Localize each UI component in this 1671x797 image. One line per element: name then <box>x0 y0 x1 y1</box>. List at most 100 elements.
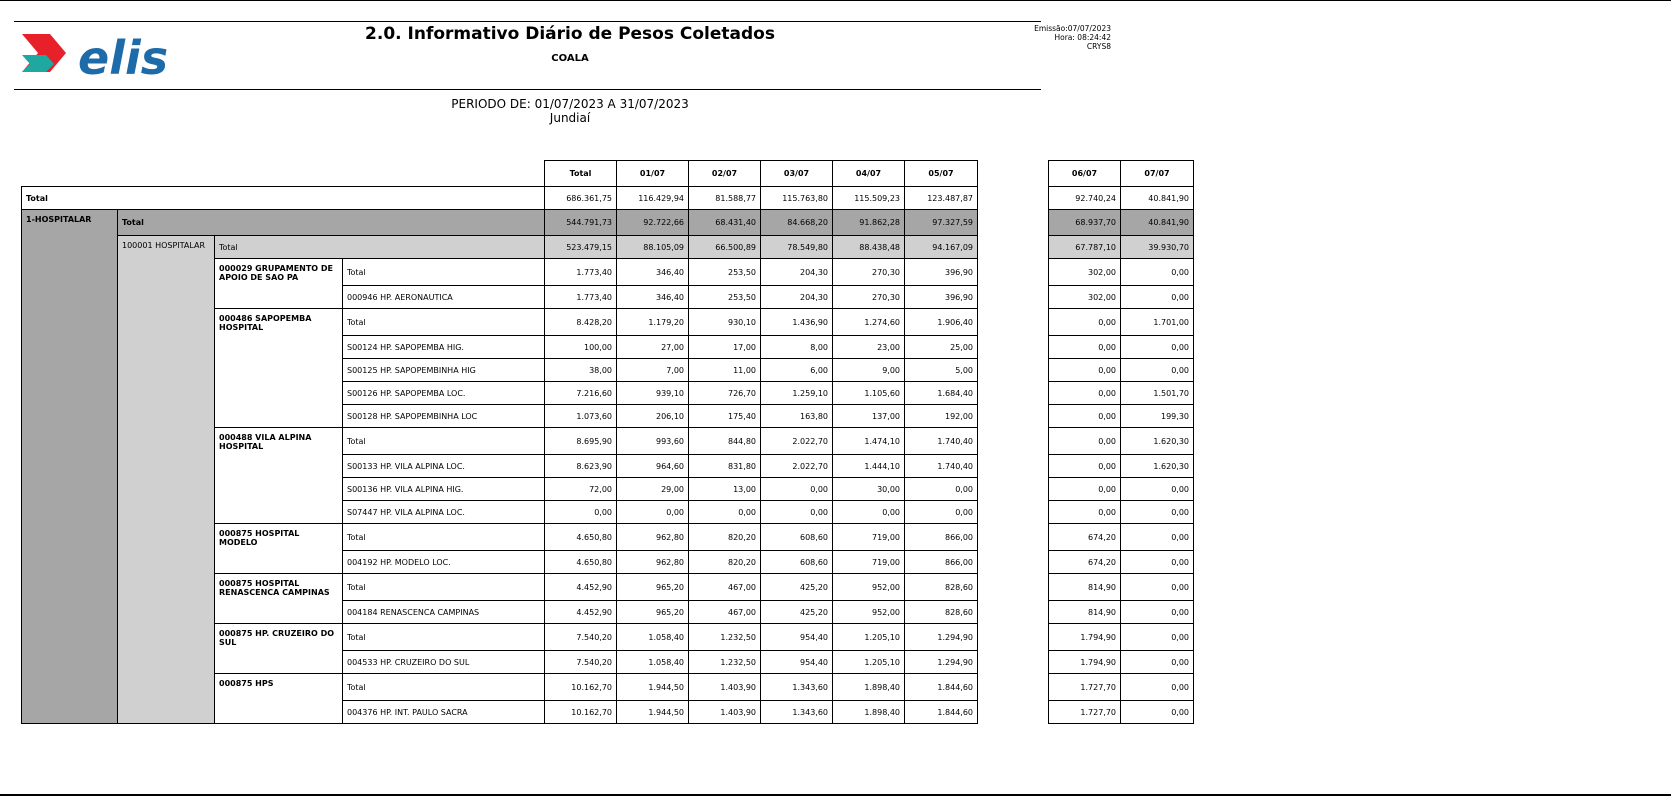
client-total-row: 302,00 0,00 <box>1048 258 1194 286</box>
client-total-row: 0,00 1.701,00 <box>1048 308 1194 336</box>
top-rule <box>0 0 1671 1</box>
client-detail-row: 814,90 0,00 <box>1048 600 1194 624</box>
group-total-row: 100001 HOSPITALAR Total 523.479,15 88.105,0… <box>22 235 978 724</box>
value-cell: 81.588,77 <box>688 186 761 210</box>
value-cell: 4.650,80 <box>544 523 617 551</box>
client-label: 000875 HOSPITAL MODELO <box>214 523 343 574</box>
elis-logo-icon: elis <box>22 31 168 85</box>
value-cell: 66.500,89 <box>688 235 761 259</box>
value-cell: 1.906,40 <box>904 308 978 336</box>
value-cell: 993,60 <box>616 427 689 455</box>
value-cell: 115.509,23 <box>832 186 905 210</box>
client-detail-row: 0,00 199,30 <box>1048 404 1194 428</box>
segment-label: 1-HOSPITALAR <box>21 209 118 724</box>
value-cell: 0,00 <box>1120 573 1194 601</box>
client-detail-row: 0,00 0,00 <box>1048 358 1194 382</box>
value-cell: 0,00 <box>688 500 761 524</box>
value-cell: 1.773,40 <box>544 258 617 286</box>
value-cell: 544.791,73 <box>544 209 617 236</box>
value-cell: 1.444,10 <box>832 454 905 478</box>
value-cell: 204,30 <box>760 285 833 309</box>
value-cell: 92.722,66 <box>616 209 689 236</box>
value-cell: 0,00 <box>1048 500 1121 524</box>
value-cell: 0,00 <box>544 500 617 524</box>
site-label: S07447 HP. VILA ALPINA LOC. <box>342 500 545 524</box>
value-cell: 1.501,70 <box>1120 381 1194 405</box>
value-cell: 1.740,40 <box>904 427 978 455</box>
emission-hour: Hora: 08:24:42 <box>1054 33 1111 42</box>
value-cell: 952,00 <box>832 573 905 601</box>
site-label: S00124 HP. SAPOPEMBA HIG. <box>342 335 545 359</box>
value-cell: 1.898,40 <box>832 700 905 724</box>
client-detail-row: 1.794,90 0,00 <box>1048 650 1194 674</box>
site-label: S00126 HP. SAPOPEMBA LOC. <box>342 381 545 405</box>
group-total-label: Total <box>214 235 545 259</box>
value-cell: 1.403,90 <box>688 700 761 724</box>
segment-total-row: 1-HOSPITALAR Total 544.791,73 92.722,66 68.4… <box>21 209 978 724</box>
value-cell: 954,40 <box>760 650 833 674</box>
column-header: 02/07 <box>688 160 761 187</box>
value-cell: 78.549,80 <box>760 235 833 259</box>
client-total-label: Total <box>342 258 545 286</box>
header-bottom-rule <box>14 89 1041 90</box>
header-row: Total 01/07 02/07 03/07 04/07 05/07 <box>22 160 978 187</box>
client-detail-row: S00125 HP. SAPOPEMBINHA HIG 38,00 7,00 11,0… <box>22 358 978 382</box>
site-label: 004192 HP. MODELO LOC. <box>342 550 545 574</box>
value-cell: 1.620,30 <box>1120 427 1194 455</box>
value-cell: 1.259,10 <box>760 381 833 405</box>
client-detail-row: 004533 HP. CRUZEIRO DO SUL 7.540,20 1.058,… <box>22 650 978 674</box>
value-cell: 1.073,60 <box>544 404 617 428</box>
value-cell: 206,10 <box>616 404 689 428</box>
value-cell: 116.429,94 <box>616 186 689 210</box>
value-cell: 40.841,90 <box>1120 209 1194 236</box>
value-cell: 608,60 <box>760 550 833 574</box>
value-cell: 25,00 <box>904 335 978 359</box>
value-cell: 7,00 <box>616 358 689 382</box>
client-label: 000875 HP. CRUZEIRO DO SUL <box>214 623 343 674</box>
client-total-row: 814,90 0,00 <box>1048 573 1194 601</box>
value-cell: 253,50 <box>688 258 761 286</box>
value-cell: 72,00 <box>544 477 617 501</box>
value-cell: 1.844,60 <box>904 673 978 701</box>
value-cell: 608,60 <box>760 523 833 551</box>
column-header: 05/07 <box>904 160 978 187</box>
value-cell: 0,00 <box>1120 523 1194 551</box>
period-range: PERIODO DE: 01/07/2023 A 31/07/2023 <box>451 97 689 111</box>
logo-wordmark: elis <box>78 31 168 84</box>
main-table: Total 01/07 02/07 03/07 04/07 05/07 Total 686.3… <box>21 160 978 724</box>
value-cell: 1.274,60 <box>832 308 905 336</box>
value-cell: 1.727,70 <box>1048 673 1121 701</box>
segment-total-row: 68.937,70 40.841,90 <box>1048 209 1194 236</box>
value-cell: 1.740,40 <box>904 454 978 478</box>
value-cell: 866,00 <box>904 523 978 551</box>
client-total-row: 000029 GRUPAMENTO DE APOIO DE SAO PA Tota… <box>22 258 978 309</box>
client-total-label: Total <box>342 673 545 701</box>
value-cell: 346,40 <box>616 285 689 309</box>
value-cell: 0,00 <box>1048 477 1121 501</box>
client-total-label: Total <box>342 308 545 336</box>
value-cell: 0,00 <box>760 500 833 524</box>
value-cell: 831,80 <box>688 454 761 478</box>
value-cell: 1.844,60 <box>904 700 978 724</box>
value-cell: 0,00 <box>904 500 978 524</box>
site-label: S00128 HP. SAPOPEMBINHA LOC <box>342 404 545 428</box>
value-cell: 253,50 <box>688 285 761 309</box>
value-cell: 0,00 <box>1048 404 1121 428</box>
right-table: 06/07 07/07 92.740,24 40.841,90 68.937,70 40.… <box>1048 160 1194 724</box>
value-cell: 0,00 <box>760 477 833 501</box>
site-label: 000946 HP. AERONAUTICA <box>342 285 545 309</box>
value-cell: 0,00 <box>1120 600 1194 624</box>
value-cell: 94.167,09 <box>904 235 978 259</box>
column-header: 06/07 <box>1048 160 1121 187</box>
value-cell: 0,00 <box>1048 358 1121 382</box>
value-cell: 2.022,70 <box>760 454 833 478</box>
value-cell: 814,90 <box>1048 600 1121 624</box>
value-cell: 1.474,10 <box>832 427 905 455</box>
value-cell: 0,00 <box>1120 623 1194 651</box>
client-detail-row: 0,00 1.501,70 <box>1048 381 1194 405</box>
value-cell: 302,00 <box>1048 258 1121 286</box>
value-cell: 0,00 <box>1048 335 1121 359</box>
client-label: 000029 GRUPAMENTO DE APOIO DE SAO PA <box>214 258 343 309</box>
value-cell: 0,00 <box>1120 650 1194 674</box>
value-cell: 1.058,40 <box>616 623 689 651</box>
